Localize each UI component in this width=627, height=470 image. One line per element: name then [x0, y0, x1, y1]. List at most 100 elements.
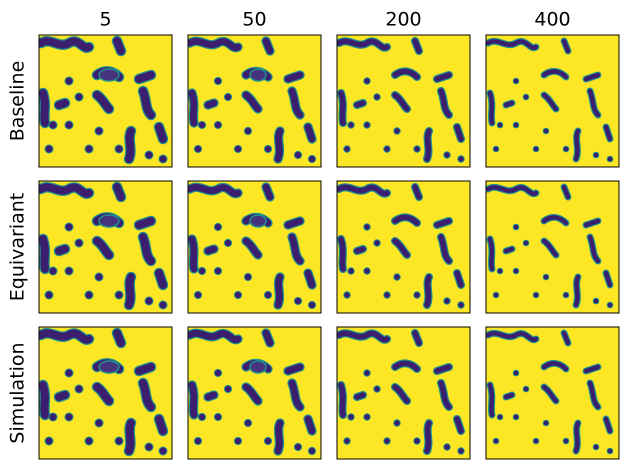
pattern-stroke — [487, 382, 495, 418]
pattern-dot — [213, 76, 223, 86]
panel-image — [188, 181, 321, 313]
pattern-dot — [443, 151, 451, 159]
panel — [187, 180, 322, 314]
panel-image — [188, 327, 321, 459]
pattern-stroke — [412, 330, 422, 346]
pattern-dot — [193, 144, 203, 154]
pattern-dot — [542, 419, 550, 427]
pattern-dot — [393, 419, 401, 427]
pattern-stroke — [274, 127, 284, 163]
pattern-stroke — [573, 128, 581, 162]
pattern-stroke — [486, 331, 539, 342]
pattern-stroke — [242, 383, 262, 405]
pattern-dot — [263, 144, 273, 154]
pattern-blob — [98, 68, 120, 82]
pattern-stroke — [139, 379, 155, 411]
pattern-dot — [496, 413, 504, 421]
pattern-dot — [492, 145, 500, 153]
pattern-stroke — [304, 123, 316, 143]
pattern-stroke — [541, 69, 569, 80]
panel-image — [337, 35, 470, 167]
pattern-dot — [223, 238, 233, 248]
pattern-stroke — [139, 87, 155, 119]
pattern-blob — [98, 214, 120, 228]
pattern-blob — [98, 360, 120, 374]
pattern-stroke — [288, 379, 304, 411]
pattern-stroke — [438, 234, 452, 264]
pattern-stroke — [561, 330, 571, 346]
panel-frame — [38, 34, 173, 168]
panel-frame — [485, 326, 620, 460]
pattern-dot — [233, 290, 243, 300]
panel-frame — [336, 326, 471, 460]
pattern-stroke — [204, 99, 218, 109]
pattern-stroke — [503, 392, 515, 400]
pattern-dot — [562, 437, 570, 445]
panel-image — [486, 35, 619, 167]
pattern-stroke — [354, 392, 366, 400]
pattern-dot — [233, 144, 243, 154]
panel-image — [486, 181, 619, 313]
pattern-dot — [197, 266, 207, 276]
pattern-dot — [243, 418, 253, 428]
pattern-stroke — [155, 415, 167, 435]
pattern-stroke — [262, 37, 274, 55]
pattern-dot — [347, 267, 355, 275]
panel-frame — [485, 180, 620, 314]
pattern-dot — [44, 290, 54, 300]
pattern-dot — [522, 93, 530, 101]
pattern-dot — [223, 384, 233, 394]
pattern-dot — [592, 297, 600, 305]
pattern-stroke — [603, 124, 613, 142]
pattern-dot — [144, 442, 154, 452]
pattern-dot — [48, 120, 58, 130]
pattern-stroke — [603, 416, 613, 434]
pattern-blob — [249, 360, 267, 374]
row-label: Equivariant — [7, 193, 29, 302]
pattern-stroke — [541, 215, 569, 226]
pattern-dot — [44, 144, 54, 154]
pattern-stroke — [587, 88, 601, 118]
pattern-dot — [542, 127, 550, 135]
pattern-dot — [542, 273, 550, 281]
pattern-stroke — [155, 269, 167, 289]
panel — [485, 180, 620, 314]
pattern-dot — [193, 436, 203, 446]
pattern-stroke — [93, 383, 113, 405]
pattern-stroke — [39, 183, 93, 198]
pattern-dot — [158, 154, 168, 164]
pattern-dot — [213, 222, 223, 232]
pattern-stroke — [354, 100, 366, 108]
pattern-dot — [383, 291, 391, 299]
pattern-stroke — [392, 384, 410, 404]
panel — [38, 34, 173, 168]
pattern-dot — [562, 291, 570, 299]
pattern-dot — [443, 297, 451, 305]
pattern-stroke — [603, 270, 613, 288]
panel-image — [337, 181, 470, 313]
pattern-stroke — [392, 238, 410, 258]
pattern-stroke — [587, 380, 601, 410]
pattern-stroke — [304, 269, 316, 289]
column-title: 50 — [242, 9, 266, 31]
pattern-dot — [84, 144, 94, 154]
pattern-dot — [606, 447, 614, 455]
pattern-dot — [243, 126, 253, 136]
pattern-dot — [44, 436, 54, 446]
pattern-dot — [293, 296, 303, 306]
pattern-dot — [197, 120, 207, 130]
pattern-stroke — [583, 72, 601, 82]
pattern-dot — [213, 120, 223, 130]
pattern-dot — [74, 238, 84, 248]
pattern-stroke — [434, 72, 452, 82]
pattern-stroke — [55, 99, 69, 109]
pattern-stroke — [338, 382, 346, 418]
pattern-stroke — [188, 37, 242, 52]
pattern-stroke — [188, 183, 242, 198]
pattern-dot — [64, 222, 74, 232]
pattern-stroke — [454, 124, 464, 142]
pattern-stroke — [55, 391, 69, 401]
pattern-stroke — [113, 329, 125, 347]
pattern-dot — [64, 368, 74, 378]
pattern-dot — [363, 267, 371, 275]
